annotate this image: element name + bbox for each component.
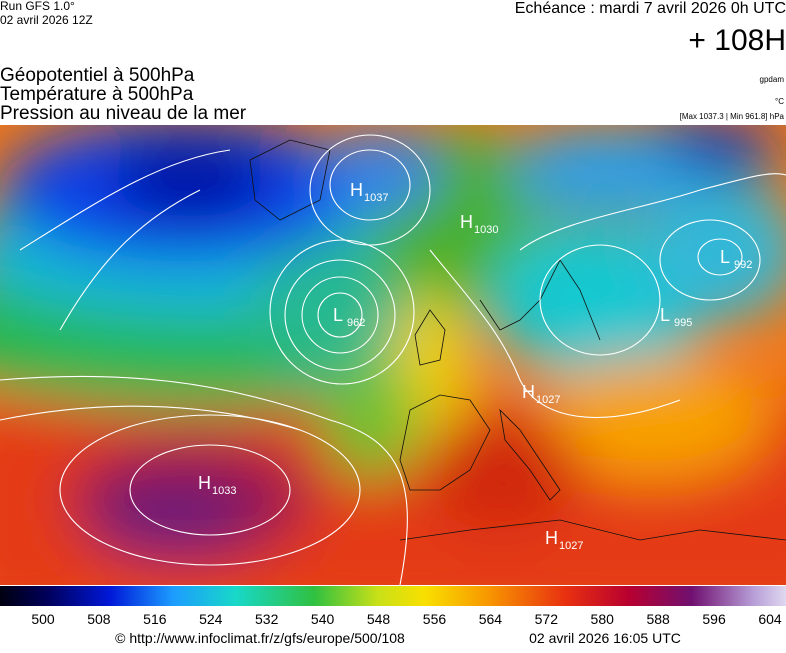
run-date: 02 avril 2026 12Z bbox=[0, 13, 93, 27]
center-value: 962 bbox=[347, 317, 365, 329]
field-name: Géopotentiel à 500hPa bbox=[0, 65, 195, 86]
pressure-range: [Max 1037.3 | Min 961.8] hPa bbox=[680, 112, 785, 121]
center-value: 1030 bbox=[474, 224, 498, 236]
source-link: © http://www.infoclimat.fr/z/gfs/europe/… bbox=[115, 630, 405, 646]
center-letter: H bbox=[198, 473, 211, 493]
unit-label: gpdam bbox=[760, 75, 785, 84]
center-value: 995 bbox=[674, 317, 692, 329]
isobars bbox=[0, 134, 786, 585]
center-value: 1033 bbox=[212, 485, 236, 497]
color-bar-label: 540 bbox=[311, 611, 335, 627]
center-letter: L bbox=[333, 305, 343, 325]
color-bar bbox=[0, 586, 786, 606]
color-bar-label: 556 bbox=[423, 611, 447, 627]
unit-label: °C bbox=[775, 97, 784, 106]
color-bar-label: 500 bbox=[31, 611, 55, 627]
field-name: Température à 500hPa bbox=[0, 84, 194, 105]
color-bar-label: 516 bbox=[143, 611, 167, 627]
color-bar-label: 580 bbox=[591, 611, 615, 627]
color-bar-label: 532 bbox=[255, 611, 279, 627]
center-letter: H bbox=[460, 212, 473, 232]
center-letter: H bbox=[350, 180, 363, 200]
color-bar-label: 596 bbox=[702, 611, 726, 627]
center-value: 1037 bbox=[364, 192, 388, 204]
color-bar-label: 548 bbox=[367, 611, 391, 627]
center-letter: L bbox=[720, 247, 730, 267]
color-bar-label: 572 bbox=[535, 611, 559, 627]
color-bar-label: 588 bbox=[646, 611, 670, 627]
forecast-time: Echéance : mardi 7 avril 2026 0h UTC bbox=[515, 0, 786, 17]
color-bar-labels: 500 508 516 524 532 540 548 556 564 572 580 588 596 6… bbox=[31, 611, 782, 627]
center-letter: H bbox=[522, 382, 535, 402]
run-label: Run GFS 1.0° bbox=[0, 0, 75, 13]
field-name: Pression au niveau de la mer bbox=[0, 103, 247, 124]
coastlines bbox=[249, 139, 786, 541]
center-letter: H bbox=[545, 528, 558, 548]
color-bar-label: 524 bbox=[199, 611, 223, 627]
center-value: 1027 bbox=[559, 540, 583, 552]
center-letter: L bbox=[660, 305, 670, 325]
color-bar-label: 508 bbox=[87, 611, 111, 627]
color-bar-label: 564 bbox=[479, 611, 503, 627]
color-bar-label: 604 bbox=[758, 611, 782, 627]
generated-time: 02 avril 2026 16:05 UTC bbox=[529, 630, 681, 646]
center-value: 992 bbox=[734, 259, 752, 271]
lead-time: + 108H bbox=[688, 24, 786, 57]
center-value: 1027 bbox=[536, 394, 560, 406]
